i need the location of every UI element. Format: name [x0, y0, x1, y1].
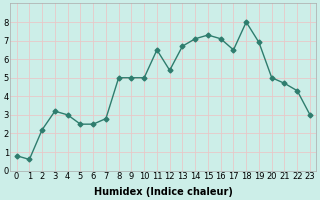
X-axis label: Humidex (Indice chaleur): Humidex (Indice chaleur)	[94, 187, 233, 197]
